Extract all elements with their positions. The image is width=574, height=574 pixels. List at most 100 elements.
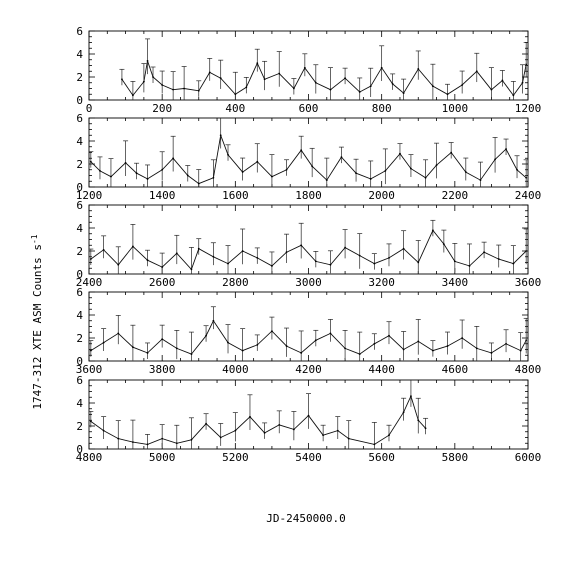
data-point [525, 63, 528, 66]
panel-5: 4800 5000 5200 5400 5600 5800 6000 0 2 4 6 [76, 374, 542, 464]
data-point [256, 344, 259, 346]
data-point [494, 158, 496, 161]
y-tick-label: 0 [76, 94, 83, 107]
data-point [442, 243, 445, 246]
data-point [329, 332, 332, 335]
series-line [89, 306, 528, 361]
y-tick-label: 4 [76, 48, 83, 61]
y-tick-label: 6 [76, 25, 83, 38]
data-point [161, 338, 164, 341]
y-tick-label: 6 [76, 199, 83, 212]
data-point [516, 168, 518, 171]
data-point [190, 268, 193, 271]
data-point [410, 395, 412, 397]
data-point [161, 437, 164, 440]
panel-4: 3600 3800 4000 4200 4400 4600 4800 0 2 4 6 [76, 286, 542, 376]
data-point [512, 262, 515, 265]
x-tick-label: 3600 [515, 276, 542, 289]
data-point [417, 261, 420, 264]
y-tick-label: 0 [76, 181, 83, 194]
data-point [307, 414, 310, 417]
data-point [402, 411, 405, 414]
series-line [89, 219, 528, 274]
data-point [175, 347, 178, 350]
y-tick-label: 0 [76, 268, 83, 281]
data-point [417, 340, 420, 343]
data-point [285, 345, 288, 347]
data-point [358, 254, 361, 257]
data-point [161, 168, 164, 171]
data-point [234, 429, 237, 432]
data-point [285, 251, 288, 254]
data-point [278, 72, 281, 75]
y-tick-label: 2 [76, 158, 83, 171]
data-point [121, 78, 123, 81]
data-point [152, 76, 154, 78]
series-path [121, 60, 527, 97]
data-point [497, 258, 500, 260]
y-tick-label: 2 [76, 332, 83, 345]
data-point [227, 262, 229, 265]
x-tick-label: 5600 [368, 451, 395, 464]
x-tick-label: 1200 [76, 189, 103, 202]
x-tick-label: 1600 [222, 189, 249, 202]
y-axis-label-group: 1747-312 XTE ASM Counts s-1 [30, 234, 44, 409]
data-point [271, 265, 273, 267]
x-tick-label: 0 [86, 102, 93, 115]
x-tick-label: 2400 [515, 189, 542, 202]
data-point [435, 164, 438, 167]
data-point [373, 443, 376, 446]
x-tick-label: 3600 [76, 363, 103, 376]
data-point [219, 436, 222, 439]
data-point [322, 434, 325, 437]
data-point [501, 79, 504, 82]
data-point [227, 153, 229, 156]
data-point [380, 66, 383, 69]
data-point [347, 437, 350, 440]
x-tick-label: 3800 [149, 363, 176, 376]
data-point [241, 349, 244, 352]
data-point [402, 247, 405, 250]
data-point [271, 175, 273, 178]
series-path [90, 229, 527, 271]
data-point [525, 250, 528, 252]
data-point [490, 88, 493, 91]
data-point [234, 93, 237, 96]
x-tick-label: 3400 [442, 276, 469, 289]
data-point [519, 349, 522, 352]
data-point [142, 80, 145, 83]
data-point [219, 134, 222, 137]
y-tick-label: 2 [76, 71, 83, 84]
data-point [512, 94, 515, 97]
data-point [183, 87, 186, 90]
data-point [525, 176, 528, 179]
data-point [475, 70, 478, 73]
data-point [461, 337, 464, 339]
data-point [402, 348, 405, 351]
y-tick-label: 0 [76, 443, 83, 456]
data-point [208, 71, 211, 74]
data-point [329, 88, 332, 91]
y-tick-label: 2 [76, 245, 83, 258]
data-point [132, 94, 134, 97]
series-line [89, 118, 528, 187]
data-point [285, 168, 288, 171]
x-tick-label: 4800 [76, 451, 103, 464]
x-tick-label: 4200 [295, 363, 322, 376]
y-tick-label: 2 [76, 420, 83, 433]
data-point [146, 352, 149, 354]
data-point [300, 244, 303, 247]
data-point [89, 258, 92, 260]
data-point [117, 263, 120, 266]
data-point [505, 342, 507, 345]
data-point [344, 347, 346, 350]
x-tick-label: 400 [225, 102, 245, 115]
data-point [344, 77, 346, 80]
data-point [453, 260, 456, 263]
data-point [479, 179, 482, 182]
data-point [256, 160, 259, 163]
data-point [212, 176, 215, 179]
data-point [89, 420, 92, 423]
x-tick-label: 600 [299, 102, 319, 115]
